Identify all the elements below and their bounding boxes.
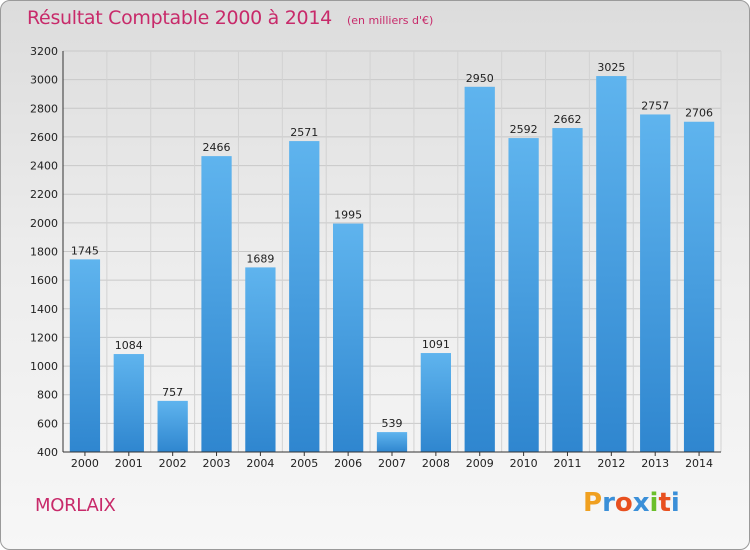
chart-title-block: Résultat Comptable 2000 à 2014 (en milli…: [27, 7, 433, 29]
x-tick-label: 2013: [641, 457, 669, 470]
x-tick-label: 2008: [422, 457, 450, 470]
city-name: MORLAIX: [35, 495, 116, 516]
logo-letter: P: [583, 488, 603, 518]
y-tick-label: 600: [37, 417, 58, 430]
y-tick-label: 400: [37, 446, 58, 459]
data-label-2012: 3025: [597, 61, 625, 74]
y-tick-label: 800: [37, 389, 58, 402]
x-tick-label: 2012: [597, 457, 625, 470]
logo-letter: i: [649, 488, 659, 518]
y-tick-label: 1000: [30, 360, 58, 373]
y-tick-label: 3200: [30, 45, 58, 58]
chart-subtitle: (en milliers d'€): [346, 14, 434, 27]
bar-2001: [113, 354, 144, 452]
bar-2013: [640, 114, 671, 452]
x-tick-label: 2003: [203, 457, 231, 470]
logo-letter: r: [602, 488, 615, 518]
bar-2009: [464, 86, 495, 452]
logo-letter: x: [632, 488, 650, 518]
y-tick-label: 2400: [30, 160, 58, 173]
data-label-2006: 1995: [334, 209, 362, 222]
x-tick-label: 2010: [510, 457, 538, 470]
bar-2004: [245, 267, 276, 452]
x-tick-label: 2011: [553, 457, 581, 470]
proxiti-logo: Proxiti: [583, 488, 680, 518]
data-label-2004: 1689: [246, 252, 274, 265]
data-label-2008: 1091: [422, 338, 450, 351]
logo-letter: t: [658, 488, 671, 518]
x-tick-label: 2000: [71, 457, 99, 470]
x-tick-label: 2009: [466, 457, 494, 470]
bar-2005: [289, 141, 320, 452]
x-tick-label: 2004: [246, 457, 274, 470]
data-label-2000: 1745: [71, 244, 99, 257]
data-label-2014: 2706: [685, 107, 713, 120]
x-tick-label: 2005: [290, 457, 318, 470]
data-label-2001: 1084: [115, 339, 143, 352]
x-tick-label: 2007: [378, 457, 406, 470]
bar-2003: [201, 156, 232, 452]
logo-letter: i: [670, 488, 680, 518]
x-tick-label: 2002: [159, 457, 187, 470]
data-label-2007: 539: [382, 417, 403, 430]
y-tick-label: 1600: [30, 274, 58, 287]
y-tick-label: 2600: [30, 131, 58, 144]
y-tick-label: 2200: [30, 188, 58, 201]
bar-2008: [420, 353, 452, 452]
bar-2002: [157, 400, 188, 452]
data-label-2013: 2757: [641, 99, 669, 112]
x-tick-label: 2014: [685, 457, 713, 470]
y-tick-label: 1800: [30, 246, 58, 259]
data-label-2010: 2592: [510, 123, 538, 136]
data-label-2002: 757: [162, 386, 183, 399]
bar-2011: [552, 128, 583, 452]
chart-title: Résultat Comptable 2000 à 2014: [27, 7, 332, 29]
y-tick-label: 2000: [30, 217, 58, 230]
bar-2010: [508, 138, 539, 452]
data-label-2003: 2466: [203, 141, 231, 154]
data-label-2011: 2662: [553, 113, 581, 126]
y-tick-label: 3000: [30, 74, 58, 87]
bar-2007: [376, 432, 408, 452]
bar-2000: [69, 259, 101, 452]
bar-2014: [683, 121, 715, 452]
y-tick-label: 1400: [30, 303, 58, 316]
axes: 400 600 800 1000 1200 1400 1600 1800 2000 2200 240…: [30, 45, 721, 470]
x-tick-label: 2001: [115, 457, 143, 470]
data-label-2005: 2571: [290, 126, 318, 139]
bar-2006: [332, 223, 364, 452]
data-label-2009: 2950: [466, 72, 494, 85]
bar-2012: [596, 76, 627, 452]
x-tick-label: 2006: [334, 457, 362, 470]
y-tick-label: 1200: [30, 331, 58, 344]
logo-letter: o: [614, 488, 633, 518]
data-labels: 1745 1084 757 2466 1689 2571 1995 539 1091 2950 25…: [71, 61, 713, 430]
y-tick-label: 2800: [30, 102, 58, 115]
bars: [69, 76, 715, 452]
